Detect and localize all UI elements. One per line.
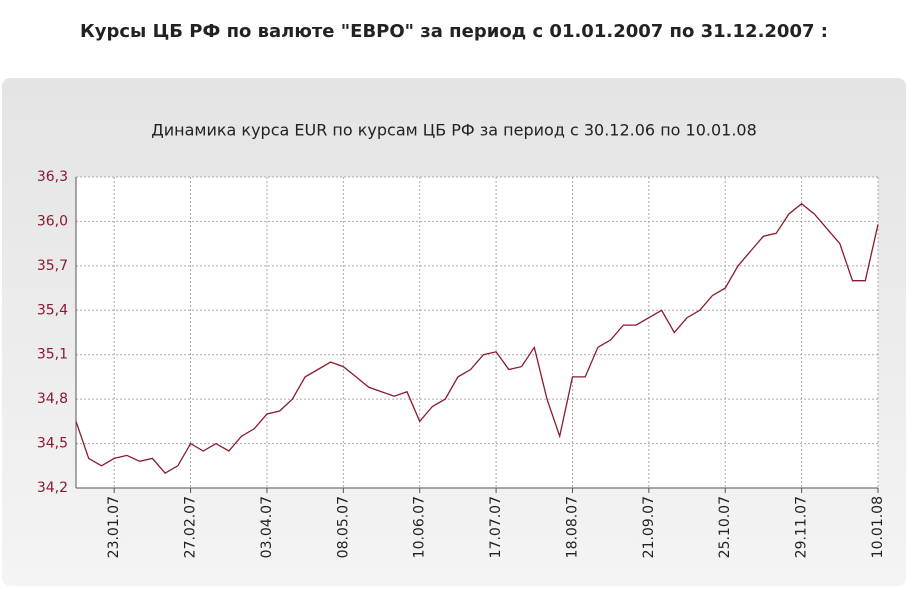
x-tick-label: 27.02.07 <box>183 496 199 558</box>
y-tick-label: 34,5 <box>37 436 68 452</box>
y-tick-label: 35,7 <box>37 258 68 274</box>
x-tick-label: 18.08.07 <box>564 496 580 558</box>
x-tick-label: 17.07.07 <box>488 496 504 558</box>
x-tick-label: 23.01.07 <box>106 496 122 558</box>
y-tick-label: 36,3 <box>37 169 68 185</box>
y-tick-label: 35,1 <box>37 347 68 363</box>
x-tick-label: 10.01.08 <box>870 496 886 558</box>
y-tick-label: 36,0 <box>37 213 68 229</box>
plot-area <box>76 177 878 488</box>
x-tick-label: 29.11.07 <box>794 496 810 558</box>
x-tick-label: 03.04.07 <box>259 496 275 558</box>
y-tick-label: 35,4 <box>37 302 68 318</box>
x-tick-label: 25.10.07 <box>717 496 733 558</box>
x-tick-label: 08.05.07 <box>335 496 351 558</box>
x-tick-label: 21.09.07 <box>641 496 657 558</box>
y-tick-label: 34,8 <box>37 391 68 407</box>
y-tick-label: 34,2 <box>37 480 68 496</box>
page-title: Курсы ЦБ РФ по валюте "ЕВРО" за период с… <box>80 21 828 42</box>
line-series <box>75 202 879 475</box>
x-tick-label: 10.06.07 <box>412 496 428 558</box>
chart-title: Динамика курса EUR по курсам ЦБ РФ за пе… <box>151 121 757 140</box>
